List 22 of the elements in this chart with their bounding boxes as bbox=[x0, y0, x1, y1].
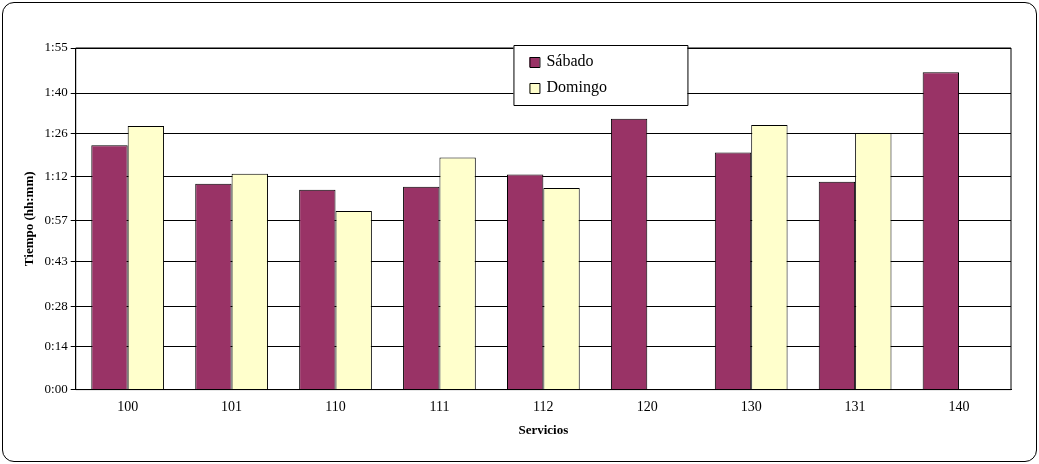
y-axis-title: Tiempo (hh:mm) bbox=[21, 171, 37, 267]
legend-label: Domingo bbox=[546, 78, 607, 97]
y-tick-label: 0:43 bbox=[44, 252, 68, 268]
y-tick-label: 1:40 bbox=[44, 84, 68, 100]
legend-label: Sábado bbox=[546, 52, 594, 70]
x-tick-label: 100 bbox=[117, 398, 139, 414]
x-tick-label: 130 bbox=[740, 398, 762, 414]
x-tick-label: 101 bbox=[221, 398, 243, 414]
y-tick-label: 1:55 bbox=[44, 39, 68, 55]
x-tick-label: 131 bbox=[844, 398, 866, 414]
y-tick-label: 0:57 bbox=[44, 212, 69, 227]
x-axis-title: Servicios bbox=[518, 421, 569, 437]
x-tick-label: 110 bbox=[325, 398, 346, 414]
x-tick-label: 140 bbox=[948, 398, 970, 414]
x-tick-label: 111 bbox=[429, 398, 450, 414]
x-tick-label: 120 bbox=[636, 398, 658, 414]
y-tick-label: 0:14 bbox=[44, 338, 69, 354]
y-tick-label: 0:28 bbox=[44, 297, 68, 313]
y-tick-label: 0:00 bbox=[44, 381, 68, 397]
y-tick-label: 1:12 bbox=[44, 167, 68, 183]
x-tick-label: 112 bbox=[533, 398, 554, 414]
y-tick-label: 1:26 bbox=[44, 124, 69, 140]
